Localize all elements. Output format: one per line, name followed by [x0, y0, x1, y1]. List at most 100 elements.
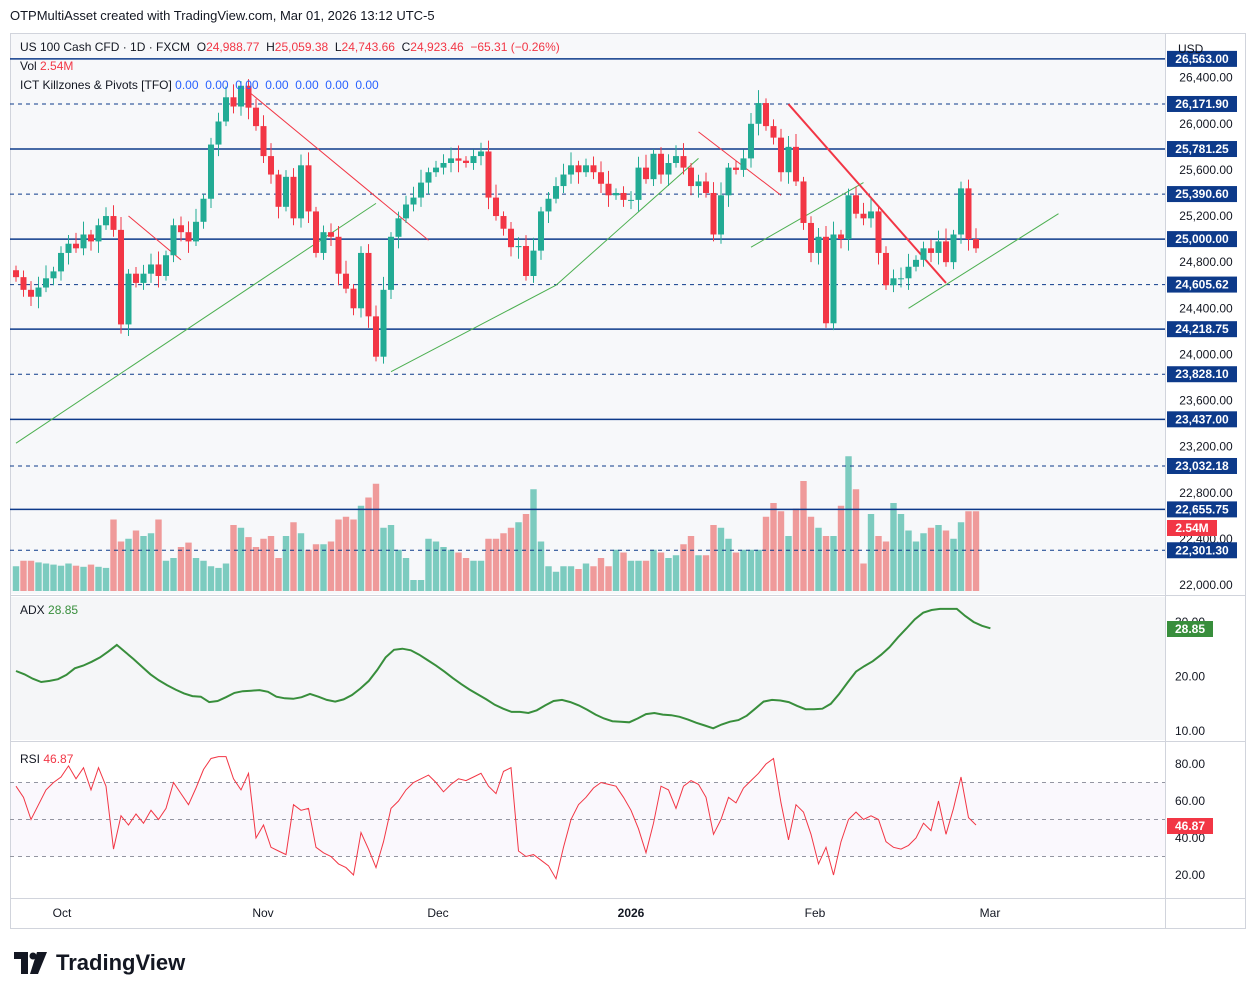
time-tick-label: Feb — [805, 906, 826, 920]
candle-body — [583, 165, 589, 173]
candle-body — [433, 167, 439, 173]
tradingview-logo[interactable]: TradingView — [14, 950, 185, 976]
candle-body — [110, 216, 117, 230]
volume-bar — [567, 566, 575, 591]
candle-body — [793, 146, 799, 182]
volume-bar — [282, 536, 290, 591]
volume-bar — [635, 560, 642, 591]
chart-header: OTPMultiAsset created with TradingView.c… — [10, 8, 435, 23]
adx-pane-bg — [11, 597, 1165, 740]
volume-bar — [320, 544, 327, 591]
indicator-name: ICT Killzones & Pivots [TFO] — [20, 78, 172, 92]
indicator-legend[interactable]: ICT Killzones & Pivots [TFO] 0.00 0.00 0… — [20, 78, 379, 92]
candle-body — [808, 222, 814, 253]
volume-bar — [590, 566, 597, 591]
candle-body — [335, 236, 342, 274]
volume-bar — [777, 511, 785, 591]
level-tag-label: 26,563.00 — [1175, 52, 1229, 66]
close-label: C — [401, 40, 411, 54]
time-tick-label: Dec — [427, 906, 448, 920]
adx-tag-label: 28.85 — [1175, 622, 1205, 636]
candle-body — [425, 172, 432, 183]
candle-body — [403, 204, 409, 219]
volume-bar — [560, 566, 567, 591]
candle-body — [148, 264, 154, 274]
chart-frame[interactable] — [10, 33, 1246, 929]
candle-body — [538, 211, 544, 251]
level-tag-label: 25,390.60 — [1175, 187, 1229, 201]
candle-body — [373, 316, 379, 357]
volume-bar — [650, 549, 657, 591]
candle-body — [178, 225, 184, 233]
candle-body — [890, 278, 897, 286]
candle-body — [665, 163, 672, 175]
candle-body — [718, 195, 724, 235]
volume-bar — [897, 514, 905, 591]
volume-bar — [455, 552, 462, 591]
adx-legend[interactable]: ADX 28.85 — [20, 603, 78, 617]
symbol-legend[interactable]: US 100 Cash CFD · 1D · FXCM O24,988.77 H… — [20, 40, 560, 54]
volume-legend[interactable]: Vol 2.54M — [20, 59, 73, 73]
candle-body — [590, 165, 597, 173]
volume-bar — [275, 558, 282, 591]
volume-bar — [485, 538, 492, 591]
volume-bar — [845, 456, 852, 591]
candle-body — [875, 211, 882, 253]
candle-body — [523, 246, 529, 276]
volume-bar — [612, 549, 620, 591]
volume-bar — [470, 560, 477, 591]
adx-tag — [1167, 621, 1213, 637]
price-grid — [10, 34, 1245, 928]
candle-body — [830, 234, 837, 324]
rsi-legend[interactable]: RSI 46.87 — [20, 752, 73, 766]
volume-bar — [725, 538, 732, 591]
candle-body — [898, 278, 904, 280]
candle-body — [800, 181, 807, 223]
candle-body — [223, 97, 229, 122]
volume-bar — [440, 547, 447, 591]
candle-body — [635, 167, 642, 200]
rsi-pane — [10, 756, 1165, 881]
level-tag-label: 24,218.75 — [1175, 322, 1229, 336]
candle-body — [448, 158, 454, 164]
rsi-band-fill — [11, 782, 1165, 857]
volume-bar — [582, 563, 590, 591]
candle-body — [485, 151, 492, 198]
candle-body — [343, 273, 349, 289]
volume-bar — [132, 530, 140, 591]
candle-body — [395, 218, 402, 237]
volume-bar — [492, 538, 500, 591]
candle-body — [43, 278, 49, 288]
volume-bar — [950, 538, 957, 591]
candle-body — [410, 197, 417, 205]
candle-body — [193, 221, 199, 242]
volume-bar — [500, 533, 507, 591]
volume-bar — [462, 558, 470, 591]
volume-bar — [350, 519, 357, 591]
volume-value: 2.54M — [40, 59, 74, 73]
candle-body — [710, 192, 717, 235]
currency-label[interactable]: USD — [1178, 42, 1204, 56]
volume-bar — [117, 541, 125, 591]
volume-bar — [770, 503, 777, 591]
candle-body — [35, 287, 42, 297]
volume-bar — [222, 563, 230, 591]
level-tag — [1167, 321, 1237, 338]
candle-body — [493, 197, 499, 217]
volume-bar — [800, 481, 807, 591]
candle-body — [313, 211, 319, 253]
trend-line — [750, 182, 864, 248]
volume-bar — [185, 542, 192, 591]
volume-bar — [72, 565, 80, 591]
low-value: 24,743.66 — [341, 40, 395, 54]
volume-bar — [357, 505, 365, 591]
volume-bar — [237, 527, 245, 591]
level-tag-label: 25,000.00 — [1175, 232, 1229, 246]
candle-body — [823, 236, 829, 324]
time-tick-label: Nov — [252, 906, 273, 920]
candle-body — [680, 156, 687, 168]
chart-canvas[interactable]: 22,000.0022,400.0022,800.0023,200.0023,6… — [0, 0, 1256, 940]
price-tick-label: 24,000.00 — [1179, 347, 1233, 361]
level-tag — [1167, 186, 1237, 203]
volume-bar — [95, 566, 102, 591]
